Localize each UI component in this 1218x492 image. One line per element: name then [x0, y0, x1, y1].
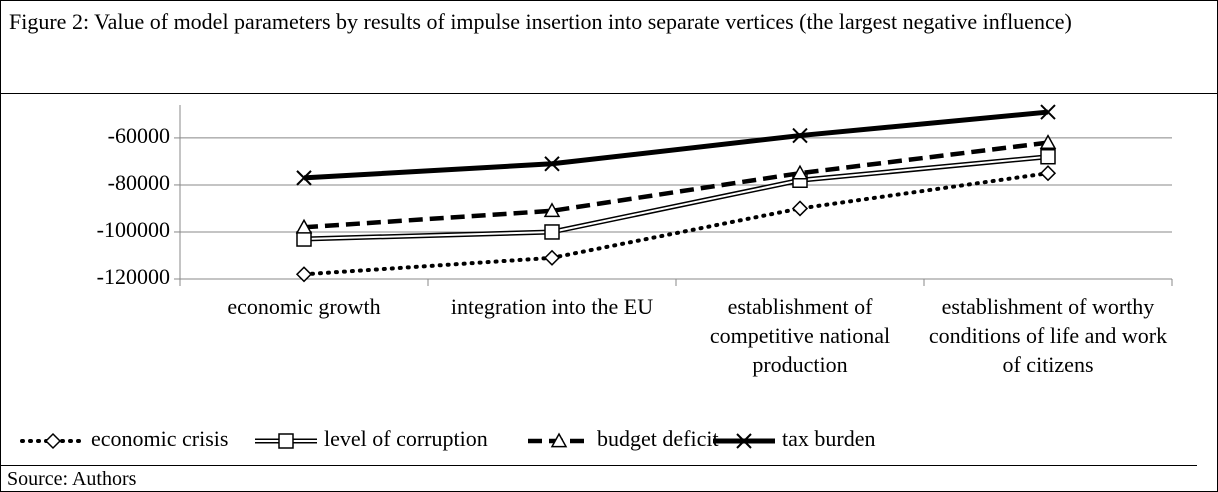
marker	[791, 164, 809, 180]
legend-label: economic crisis	[91, 426, 228, 451]
title-rule	[1, 93, 1217, 94]
x-tick-label: establishment of worthy conditions of li…	[928, 294, 1168, 377]
marker	[791, 200, 809, 217]
marker	[544, 156, 560, 172]
x-tick-label: establishment of competitive national pr…	[709, 294, 891, 377]
legend-label: budget deficit	[597, 426, 719, 451]
legend-label: tax burden	[782, 426, 875, 451]
marker	[543, 249, 561, 266]
legend-label: level of corruption	[324, 426, 488, 451]
marker	[296, 170, 312, 186]
marker	[1040, 148, 1056, 165]
source-rule	[1, 465, 1197, 466]
y-tick-label: -60000	[108, 123, 170, 148]
chart-title: Figure 2: Value of model parameters by r…	[9, 9, 1072, 34]
marker	[550, 432, 568, 448]
marker	[543, 202, 561, 218]
marker	[792, 127, 808, 144]
marker	[736, 433, 752, 449]
y-tick-label: -100000	[97, 217, 170, 242]
series-line	[303, 109, 1049, 181]
series-line-inner	[303, 155, 1049, 241]
series-line	[302, 171, 1050, 277]
marker	[1039, 134, 1057, 149]
y-tick-label: -80000	[108, 170, 170, 195]
marker	[1039, 165, 1057, 182]
marker	[1040, 104, 1056, 120]
marker	[295, 266, 313, 283]
marker	[296, 231, 312, 247]
x-tick-label: integration into the EU	[450, 294, 654, 319]
source-note: Source: Authors	[7, 468, 137, 490]
y-tick-label: -120000	[97, 264, 170, 289]
marker	[544, 224, 560, 240]
marker	[278, 433, 294, 449]
marker	[295, 218, 313, 234]
marker	[44, 432, 62, 450]
x-tick-label: economic growth	[227, 294, 381, 319]
